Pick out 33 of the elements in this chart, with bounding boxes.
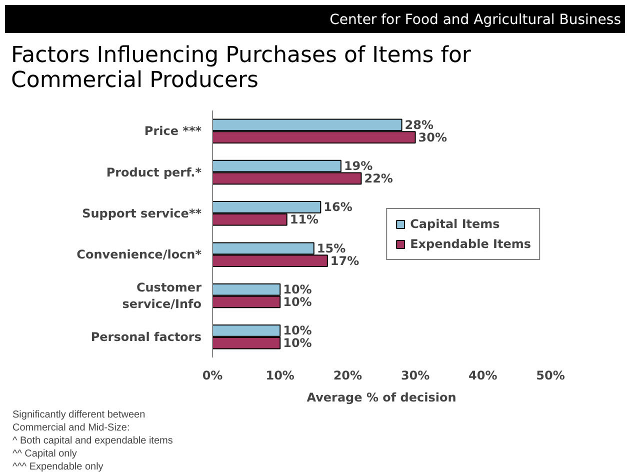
data-label: 22%	[364, 171, 393, 186]
data-label: 10%	[283, 336, 312, 350]
text: ^^^ Expendable only	[12, 462, 104, 472]
x-tick-label: 30%	[400, 368, 430, 382]
text: ^^ Capital only	[12, 448, 77, 460]
text: ^ Both capital and expendable items	[12, 436, 173, 446]
legend-label: Expendable Items	[410, 236, 531, 250]
data-label: 17%	[330, 254, 360, 268]
data-label: 11%	[290, 212, 319, 227]
y-tick-label: Support service**	[82, 206, 202, 220]
data-label: 10%	[283, 282, 312, 297]
x-axis-title: Average % of decision	[306, 390, 456, 404]
x-tick-label: 10%	[266, 368, 294, 382]
data-label: 28%	[404, 118, 434, 132]
data-label: 16%	[324, 200, 352, 214]
y-tick-label: Customer service/Info	[122, 280, 202, 312]
data-label: 19%	[344, 159, 373, 174]
chart-title: Factors Influencing Purchases of Items for Commercial Producers	[11, 43, 472, 93]
x-tick-label: 0%	[202, 368, 223, 382]
data-label: 10%	[283, 294, 312, 309]
y-tick-label: Price ***	[144, 124, 202, 138]
x-tick-label: 50%	[536, 368, 565, 382]
y-tick-label: Personal factors	[90, 330, 202, 344]
y-tick-label: Product perf.*	[106, 165, 202, 180]
legend-label: Capital Items	[410, 216, 500, 230]
data-label: 10%	[283, 324, 312, 338]
y-tick-label: Convenience/locn*	[76, 248, 202, 262]
text: Center for Food and Agricultural Business	[330, 11, 621, 30]
data-label: 30%	[418, 130, 448, 144]
data-label: 15%	[316, 241, 346, 256]
x-tick-label: 20%	[333, 368, 362, 382]
text: Significantly different between Commercial and Mid-Size:	[12, 410, 146, 434]
x-tick-label: 40%	[468, 368, 498, 382]
